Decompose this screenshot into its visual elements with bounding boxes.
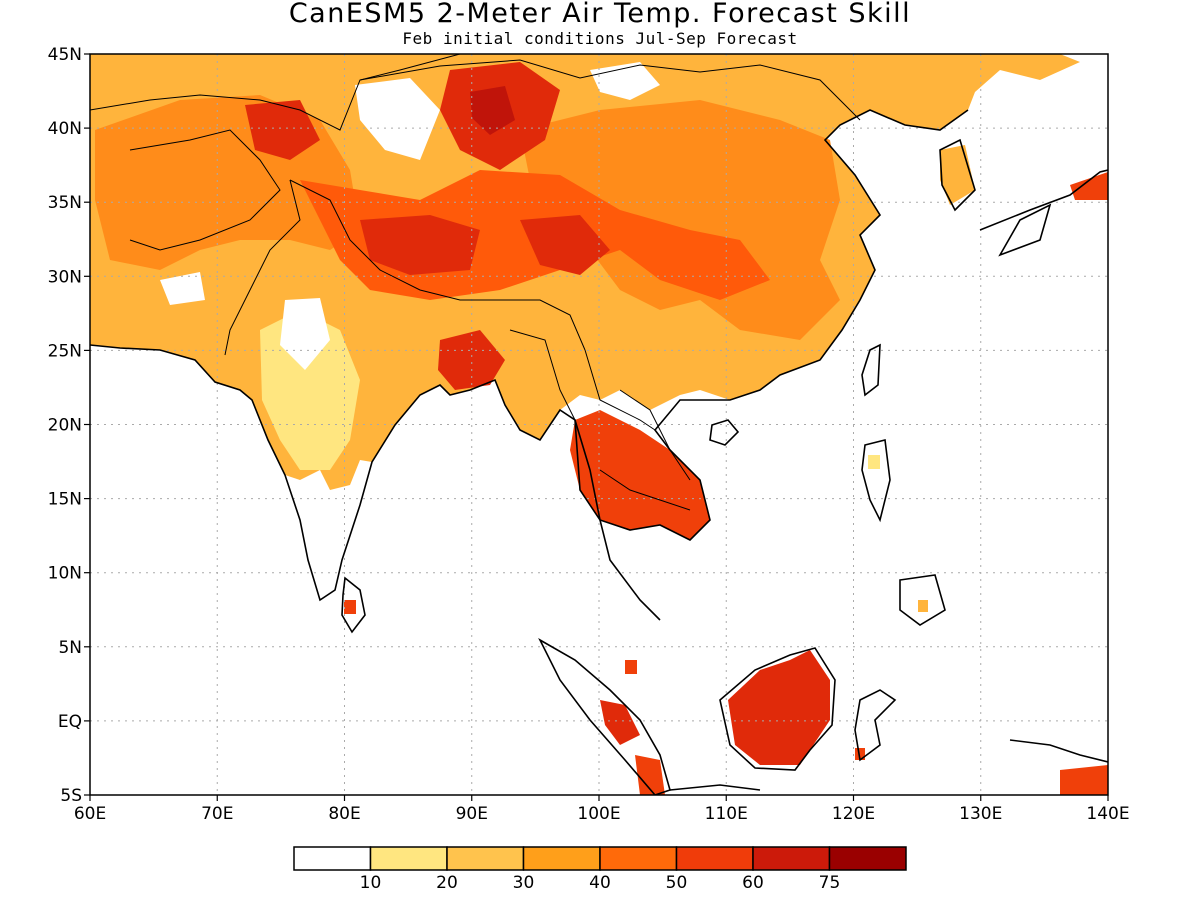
lat-tick-label: 15N — [48, 490, 82, 510]
border-thailand-cambodia — [599, 469, 691, 511]
colorbar-swatch — [828, 846, 907, 871]
colorbar-swatch — [522, 846, 601, 871]
chart-title: CanESM5 2-Meter Air Temp. Forecast Skill — [288, 0, 912, 29]
border-india-pakistan — [224, 179, 301, 356]
lon-tick-label: 80E — [328, 804, 360, 824]
border-laos-vietnam — [619, 389, 691, 481]
skill-region-malaysia — [625, 660, 637, 674]
colorbar-label: 60 — [742, 873, 764, 893]
skill-region-srilanka — [344, 600, 356, 614]
border-central-asia — [90, 54, 461, 131]
lon-tick-label: 100E — [577, 804, 620, 824]
coastline-luzon — [861, 439, 891, 523]
colorbar-label: 30 — [513, 873, 535, 893]
colorbar-label: 75 — [819, 873, 841, 893]
colorbar-swatch — [446, 846, 525, 871]
border-india-china — [289, 179, 586, 351]
coastline-hainan — [709, 419, 740, 446]
colorbar-swatch — [599, 846, 678, 871]
skill-shading — [90, 54, 1108, 795]
lon-tick-label: 120E — [832, 804, 875, 824]
coastline-sulawesi — [854, 689, 897, 762]
gridlines — [90, 54, 1108, 795]
lon-tick-label: 90E — [456, 804, 488, 824]
skill-region-mindanao — [918, 600, 928, 612]
border-afghanistan — [129, 129, 281, 251]
skill-region-core-3 — [245, 100, 320, 160]
coastline-taiwan — [861, 343, 881, 397]
skill-region-borneo — [728, 650, 830, 765]
skill-region-japan — [1070, 172, 1108, 200]
coastline-borneo — [719, 647, 836, 771]
colorbar-label: 20 — [436, 873, 458, 893]
colorbar-swatch — [675, 846, 754, 871]
lon-tick-label: 60E — [74, 804, 106, 824]
lat-tick-label: 5N — [58, 638, 82, 658]
lon-tick-label: 140E — [1086, 804, 1129, 824]
skill-region-newguinea — [1060, 765, 1108, 795]
colorbar-label: 50 — [666, 873, 688, 893]
coastline-java — [669, 784, 761, 791]
latitude-axis: 5S EQ 5N 10N 15N 20N 25N 30N 35N 40N 45N — [48, 45, 90, 806]
coastline-malay-peninsula — [574, 419, 661, 621]
border-mongolia — [359, 59, 861, 121]
country-borders — [90, 54, 861, 511]
skill-region-low-6 — [160, 272, 205, 305]
colorbar-label: 40 — [589, 873, 611, 893]
lat-tick-label: 45N — [48, 45, 82, 65]
colorbar-swatch — [369, 846, 448, 871]
lat-tick-label: 25N — [48, 341, 82, 361]
skill-region-core-2 — [360, 215, 480, 275]
skill-region-sumatra-2 — [635, 755, 665, 795]
colorbar-label: 10 — [360, 873, 382, 893]
colorbar: 10 20 30 40 50 60 75 — [293, 846, 907, 893]
colorbar-swatch — [752, 846, 831, 871]
colorbar-swatch — [293, 846, 372, 871]
skill-region-core-5 — [470, 86, 515, 135]
skill-region-low-2 — [280, 298, 330, 370]
lon-tick-label: 130E — [959, 804, 1002, 824]
longitude-axis: 60E 70E 80E 90E 100E 110E 120E 130E 140E — [74, 795, 1130, 824]
lon-tick-label: 70E — [201, 804, 233, 824]
chart-subtitle: Feb initial conditions Jul-Sep Forecast — [402, 29, 798, 48]
lat-tick-label: 10N — [48, 564, 82, 584]
skill-region-low-1 — [355, 78, 440, 160]
coastline-new-guinea — [1009, 739, 1108, 763]
skill-region-bangladesh — [438, 330, 505, 390]
lat-tick-label: 20N — [48, 416, 82, 436]
lat-tick-label: 40N — [48, 119, 82, 139]
lon-tick-label: 110E — [705, 804, 748, 824]
skill-region-indochina — [570, 410, 710, 540]
skill-region-sumatra — [600, 700, 640, 745]
lat-tick-label: 5S — [60, 786, 82, 806]
coastline-sri-lanka — [341, 576, 366, 634]
skill-region-philippines — [868, 455, 880, 469]
skill-region-core-4 — [520, 215, 610, 275]
coastline-korea — [939, 138, 976, 212]
coastline-japan — [979, 169, 1108, 257]
coastline-mindanao — [899, 574, 946, 626]
lat-tick-label: EQ — [58, 712, 82, 732]
lat-tick-label: 35N — [48, 193, 82, 213]
skill-region-low-5 — [590, 62, 660, 100]
border-myanmar — [509, 329, 656, 431]
lat-tick-label: 30N — [48, 267, 82, 287]
skill-region-sulawesi — [855, 748, 865, 760]
